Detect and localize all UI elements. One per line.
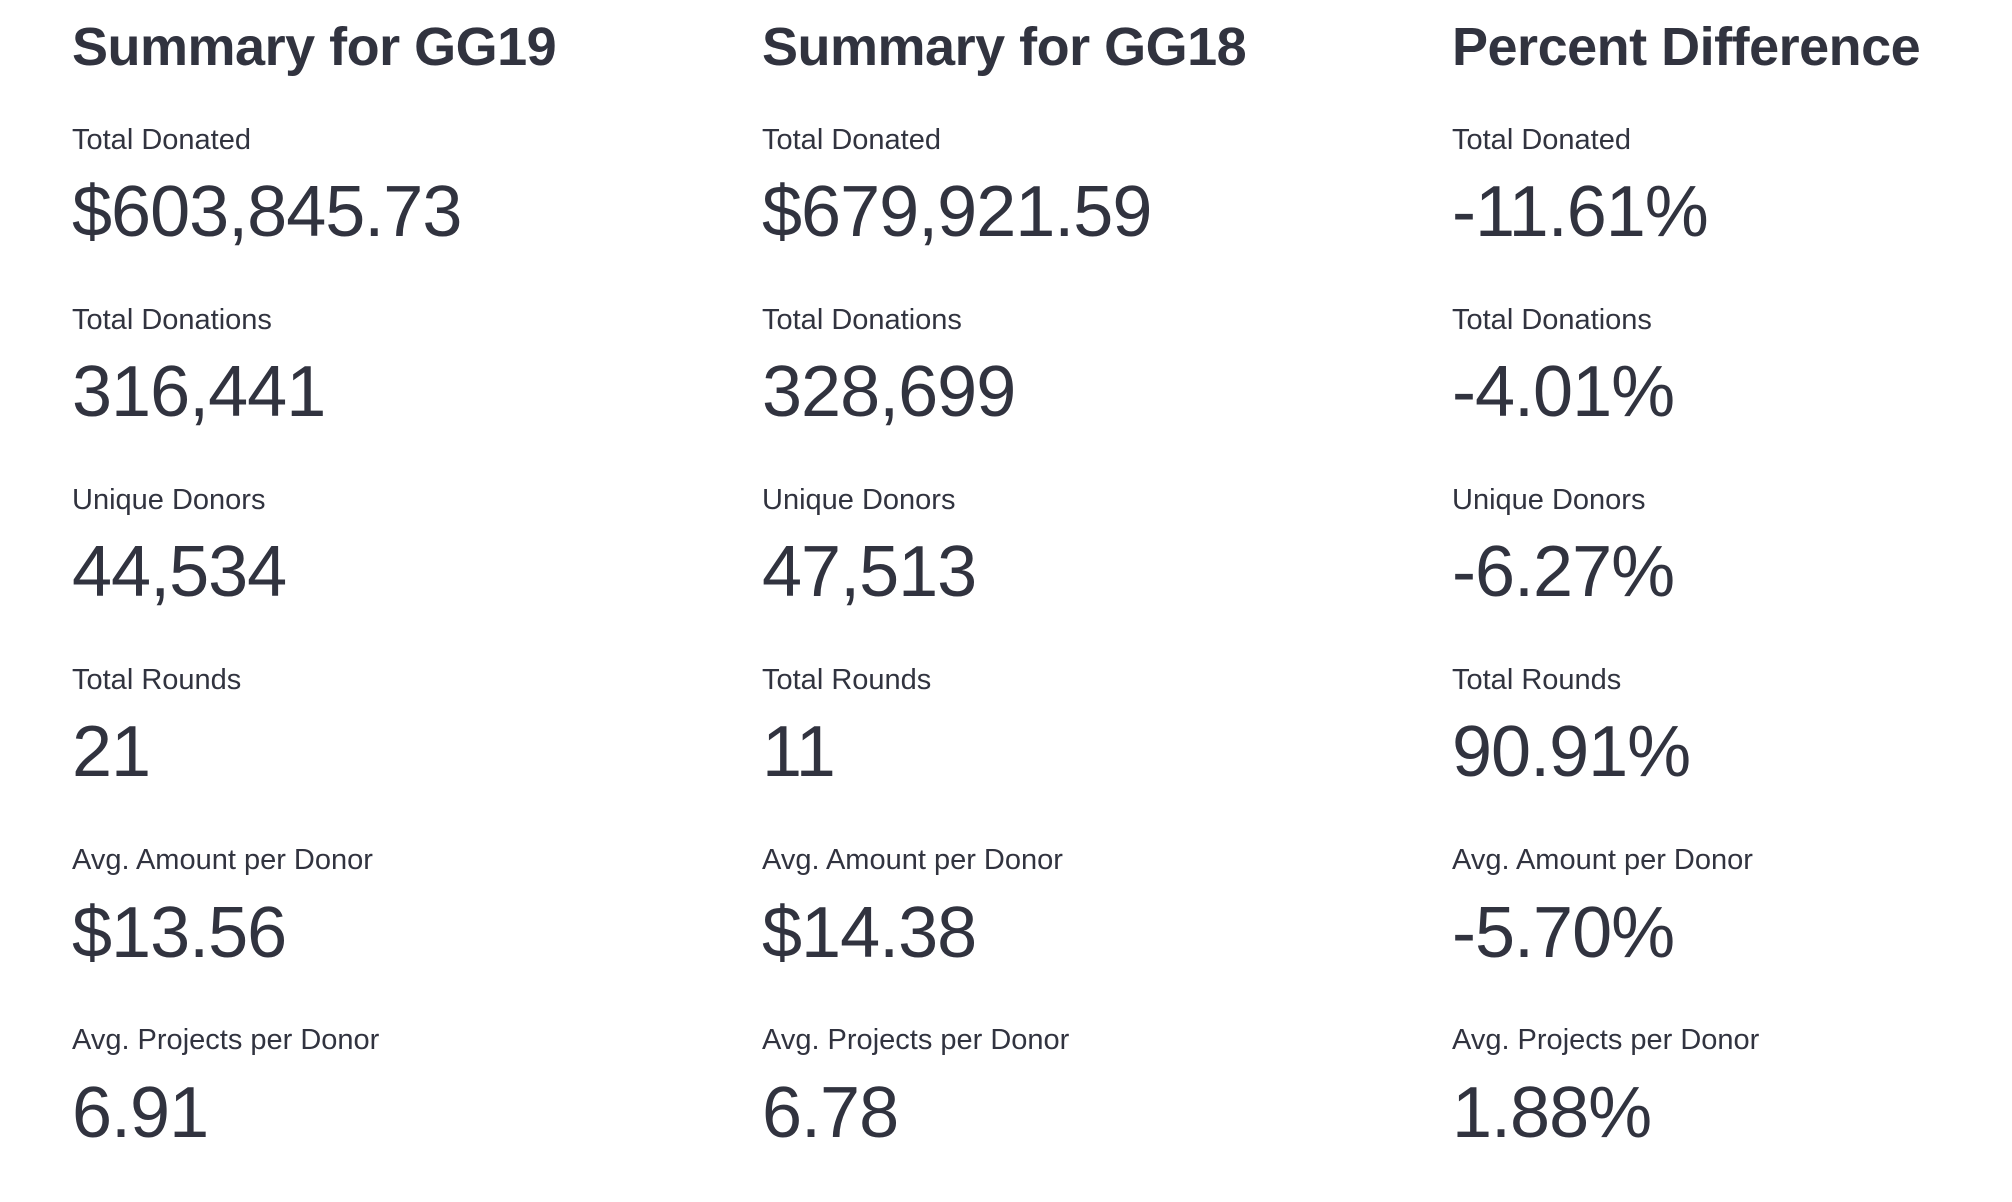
metric-label: Avg. Projects per Donor	[1452, 1023, 1760, 1056]
column-title-percent-difference: Percent Difference	[1452, 17, 1921, 77]
metric-label: Avg. Amount per Donor	[72, 843, 373, 876]
metric-value: -11.61%	[1452, 172, 1709, 253]
metric-avg-amount-per-donor: Avg. Amount per Donor $13.56	[72, 842, 762, 976]
metric-label: Total Donations	[72, 303, 272, 336]
metric-avg-projects-per-donor: Avg. Projects per Donor 1.88%	[1452, 1022, 2012, 1156]
metric-value: 21	[72, 712, 151, 793]
metric-value: $13.56	[72, 892, 287, 973]
metric-label: Total Donations	[762, 303, 962, 336]
metric-value: -6.27%	[1452, 532, 1675, 613]
metrics-dashboard: Summary for GG19 Total Donated $603,845.…	[72, 17, 1921, 1153]
metric-value: 328,699	[762, 352, 1016, 433]
metric-value: 1.88%	[1452, 1072, 1652, 1153]
metric-label: Unique Donors	[762, 483, 956, 516]
metric-unique-donors: Unique Donors 44,534	[72, 482, 762, 616]
metric-label: Avg. Projects per Donor	[762, 1023, 1070, 1056]
metric-label: Avg. Amount per Donor	[762, 843, 1063, 876]
metric-label: Total Donations	[1452, 303, 1652, 336]
metric-value: -4.01%	[1452, 352, 1675, 433]
metric-total-rounds: Total Rounds 90.91%	[1452, 662, 2012, 796]
metric-label: Total Rounds	[762, 663, 932, 696]
metric-unique-donors: Unique Donors -6.27%	[1452, 482, 2012, 616]
metric-value: 6.78	[762, 1072, 899, 1153]
metric-total-donated: Total Donated $603,845.73	[72, 122, 762, 256]
metric-total-donations: Total Donations 316,441	[72, 302, 762, 436]
metric-unique-donors: Unique Donors 47,513	[762, 482, 1452, 616]
metric-label: Avg. Projects per Donor	[72, 1023, 380, 1056]
metric-avg-projects-per-donor: Avg. Projects per Donor 6.78	[762, 1022, 1452, 1156]
metric-total-rounds: Total Rounds 11	[762, 662, 1452, 796]
metric-value: $679,921.59	[762, 172, 1152, 253]
metric-value: $603,845.73	[72, 172, 462, 253]
metric-total-donations: Total Donations -4.01%	[1452, 302, 2012, 436]
summary-column-gg19: Summary for GG19 Total Donated $603,845.…	[72, 14, 762, 1202]
metric-value: 44,534	[72, 532, 287, 613]
metric-value: $14.38	[762, 892, 977, 973]
metric-avg-amount-per-donor: Avg. Amount per Donor -5.70%	[1452, 842, 2012, 976]
metric-avg-amount-per-donor: Avg. Amount per Donor $14.38	[762, 842, 1452, 976]
metric-value: 6.91	[72, 1072, 209, 1153]
metric-value: 316,441	[72, 352, 326, 433]
metric-label: Total Donated	[1452, 123, 1631, 156]
metric-total-rounds: Total Rounds 21	[72, 662, 762, 796]
metric-value: 90.91%	[1452, 712, 1691, 793]
metric-total-donated: Total Donated $679,921.59	[762, 122, 1452, 256]
metric-label: Total Donated	[72, 123, 251, 156]
percent-difference-column: Percent Difference Total Donated -11.61%…	[1452, 14, 2012, 1202]
summary-column-gg18: Summary for GG18 Total Donated $679,921.…	[762, 14, 1452, 1202]
metric-label: Unique Donors	[72, 483, 266, 516]
metric-value: 47,513	[762, 532, 977, 613]
metric-avg-projects-per-donor: Avg. Projects per Donor 6.91	[72, 1022, 762, 1156]
metric-value: 11	[762, 712, 836, 793]
metric-label: Total Rounds	[72, 663, 242, 696]
metric-label: Unique Donors	[1452, 483, 1646, 516]
metric-label: Avg. Amount per Donor	[1452, 843, 1753, 876]
metric-value: -5.70%	[1452, 892, 1675, 973]
metric-label: Total Donated	[762, 123, 941, 156]
column-title-gg18: Summary for GG18	[762, 17, 1247, 77]
column-title-gg19: Summary for GG19	[72, 17, 557, 77]
metric-total-donations: Total Donations 328,699	[762, 302, 1452, 436]
metric-total-donated: Total Donated -11.61%	[1452, 122, 2012, 256]
metric-label: Total Rounds	[1452, 663, 1622, 696]
